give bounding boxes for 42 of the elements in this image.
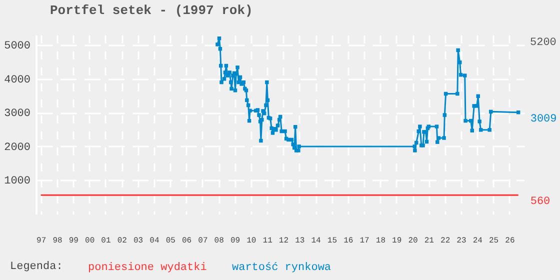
x-tick-label: 24 xyxy=(472,236,483,246)
x-tick-label: 17 xyxy=(360,236,370,246)
x-tick-label: 21 xyxy=(424,236,434,246)
x-tick-label: 04 xyxy=(150,236,160,246)
text: wartość rynkowa xyxy=(232,262,332,274)
x-tick-label: 08 xyxy=(214,236,224,246)
data-label: 560 xyxy=(530,196,550,208)
x-tick-label: 13 xyxy=(295,236,305,246)
x-tick-label: 16 xyxy=(344,236,354,246)
x-tick-label: 11 xyxy=(262,236,273,246)
x-tick-label: 01 xyxy=(101,236,111,246)
chart-title: Portfel setek - (1997 rok) xyxy=(50,3,253,18)
x-tick-label: 15 xyxy=(327,236,338,246)
x-tick-label: 06 xyxy=(182,236,192,246)
x-tick-label: 09 xyxy=(230,236,240,246)
text: poniesione wydatki xyxy=(88,262,208,274)
x-tick-label: 26 xyxy=(505,236,515,246)
x-tick-label: 25 xyxy=(488,236,499,246)
x-tick-label: 20 xyxy=(408,236,418,246)
data-label: 3009 xyxy=(530,113,557,126)
x-tick-label: 03 xyxy=(133,236,144,246)
legend-title: Legenda: xyxy=(10,261,63,273)
x-tick-label: 22 xyxy=(440,236,450,246)
x-tick-label: 99 xyxy=(68,236,79,246)
y-tick-label: 5000 xyxy=(4,40,30,53)
x-tick-label: 10 xyxy=(246,236,256,246)
x-tick-label: 98 xyxy=(52,236,63,246)
x-tick-label: 02 xyxy=(117,236,128,246)
x-tick-label: 12 xyxy=(278,236,289,246)
x-tick-label: 23 xyxy=(456,236,466,246)
y-tick-label: 2000 xyxy=(4,142,30,154)
x-tick-label: 07 xyxy=(198,236,208,246)
x-tick-label: 00 xyxy=(85,236,95,246)
x-tick-label: 14 xyxy=(311,236,322,246)
x-tick-label: 97 xyxy=(36,236,46,246)
y-tick-label: 1000 xyxy=(4,176,30,188)
y-tick-label: 4000 xyxy=(4,74,30,86)
text: 5200 xyxy=(530,37,556,49)
y-tick-label: 3000 xyxy=(4,108,30,120)
x-tick-label: 19 xyxy=(392,236,402,246)
x-tick-label: 18 xyxy=(376,236,386,246)
x-tick-label: 05 xyxy=(166,236,176,246)
